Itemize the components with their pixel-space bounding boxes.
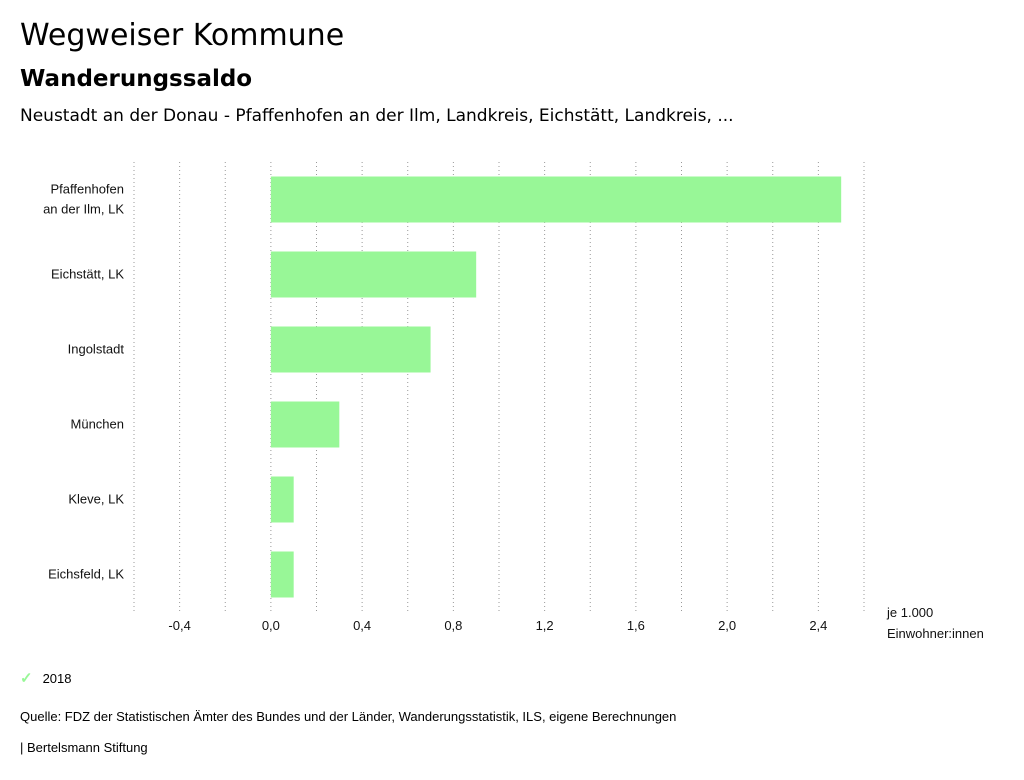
source-note: Quelle: FDZ der Statistischen Ämter des …	[20, 709, 677, 724]
bar	[270, 401, 340, 448]
x-axis-labels: -0,4 0,0 0,4 0,8 1,2 1,6 2,0 2,4	[168, 618, 827, 633]
tick-label: 1,2	[536, 618, 554, 633]
bars	[270, 176, 842, 598]
category-label: München	[71, 417, 124, 432]
chart-subtitle: Wanderungssaldo	[20, 66, 253, 92]
chart-title: Wegweiser Kommune	[20, 18, 345, 53]
bar	[270, 176, 842, 223]
y-axis-labels: Pfaffenhofen an der Ilm, LK Eichstätt, LK I…	[43, 182, 124, 582]
category-label: Pfaffenhofen	[51, 182, 125, 197]
tick-label: 1,6	[627, 618, 645, 633]
category-label: Ingolstadt	[68, 342, 125, 357]
grid-lines	[133, 162, 865, 612]
tick-label: -0,4	[168, 618, 190, 633]
bar-chart: Pfaffenhofen an der Ilm, LK Eichstätt, LK I…	[43, 162, 984, 641]
unit-label-line: je 1.000	[886, 605, 933, 620]
category-label: Eichsfeld, LK	[48, 567, 124, 582]
unit-label: je 1.000 Einwohner:innen	[886, 605, 984, 641]
category-label: Eichstätt, LK	[51, 267, 124, 282]
category-label: Kleve, LK	[68, 492, 124, 507]
tick-label: 2,4	[809, 618, 827, 633]
chart-context: Neustadt an der Donau - Pfaffenhofen an …	[20, 106, 734, 126]
legend[interactable]: ✓ 2018	[20, 669, 72, 687]
tick-label: 0,0	[262, 618, 280, 633]
tick-label: 2,0	[718, 618, 736, 633]
bar	[270, 251, 477, 298]
legend-label: 2018	[42, 670, 72, 686]
legend-check-icon: ✓	[20, 670, 33, 687]
bar	[270, 551, 294, 598]
unit-label-line: Einwohner:innen	[887, 626, 984, 641]
tick-label: 0,8	[444, 618, 462, 633]
brand-note: | Bertelsmann Stiftung	[20, 740, 148, 755]
bar	[270, 476, 294, 523]
category-label: an der Ilm, LK	[43, 202, 124, 217]
tick-label: 0,4	[353, 618, 371, 633]
bar	[270, 326, 431, 373]
